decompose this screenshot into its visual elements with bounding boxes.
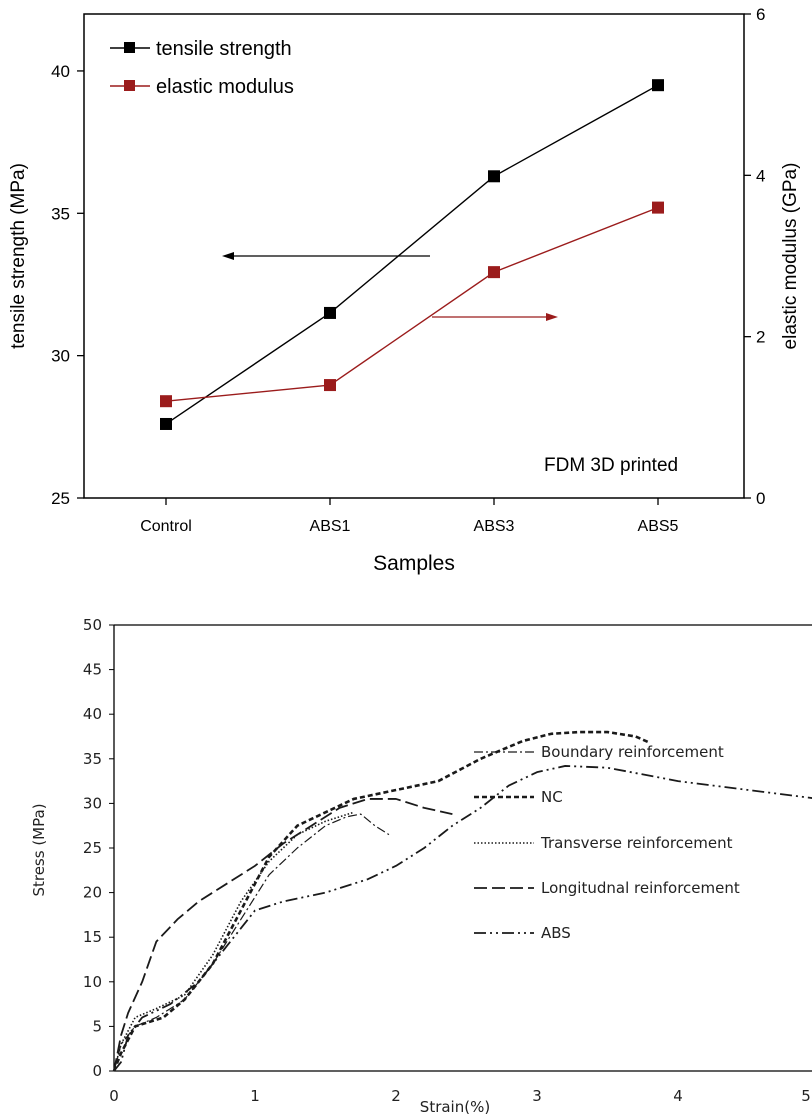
chart-annotation: FDM 3D printed bbox=[544, 455, 678, 476]
series-line-longitudnal-reinforcement bbox=[113, 798, 453, 1072]
y-tick-label-left: 25 bbox=[51, 489, 70, 508]
y-tick-label: 45 bbox=[83, 661, 102, 679]
series-line-transverse-reinforcement bbox=[113, 811, 354, 1072]
legend: tensile strength elastic modulus bbox=[110, 38, 294, 98]
x-tick-label: 5 bbox=[801, 1087, 811, 1105]
x-tick-label: 3 bbox=[532, 1087, 542, 1105]
legend-label: NC bbox=[541, 788, 563, 806]
legend-label-tensile: tensile strength bbox=[156, 38, 292, 60]
y-axis-title-left: tensile strength (MPa) bbox=[8, 163, 29, 349]
y-tick-label: 50 bbox=[83, 616, 102, 634]
y-tick-label: 25 bbox=[83, 839, 102, 857]
data-point bbox=[488, 170, 500, 183]
y-tick-label-right: 6 bbox=[756, 5, 765, 24]
y-tick-label-right: 0 bbox=[756, 489, 765, 508]
x-tick-label: 4 bbox=[673, 1087, 683, 1105]
y-tick-label: 20 bbox=[83, 884, 102, 902]
legend: Boundary reinforcement NC Transverse reinf… bbox=[474, 743, 740, 942]
y-tick-label: 40 bbox=[83, 705, 102, 723]
x-tick-label: 2 bbox=[391, 1087, 401, 1105]
x-tick-label: ABS3 bbox=[474, 518, 515, 535]
tensile-modulus-chart: Control ABS1 ABS3 ABS5 25 30 35 40 0 2 4 6 tensile … bbox=[8, 5, 801, 575]
axis-ticks: Control ABS1 ABS3 ABS5 25 30 35 40 0 2 4 6 bbox=[51, 5, 765, 535]
legend-label: Transverse reinforcement bbox=[540, 834, 733, 852]
plot-frame bbox=[83, 13, 745, 499]
data-point bbox=[488, 266, 500, 279]
y-tick-label-right: 4 bbox=[756, 166, 765, 185]
series-line-abs bbox=[113, 765, 812, 1072]
data-point bbox=[324, 379, 336, 392]
y-tick-label-left: 30 bbox=[51, 347, 70, 366]
data-point bbox=[652, 201, 664, 214]
y-tick-label: 15 bbox=[83, 928, 102, 946]
x-axis-title: Samples bbox=[373, 552, 455, 575]
y-tick-label-right: 2 bbox=[756, 328, 765, 347]
y-tick-label-left: 40 bbox=[51, 62, 70, 81]
x-tick-label: ABS5 bbox=[638, 518, 679, 535]
series-line-elastic-modulus bbox=[165, 206, 659, 402]
legend-label-modulus: elastic modulus bbox=[156, 76, 294, 98]
x-axis-title: Strain(%) bbox=[420, 1098, 490, 1116]
y-tick-label-left: 35 bbox=[51, 204, 70, 223]
x-tick-label: 1 bbox=[250, 1087, 260, 1105]
series-line-nc bbox=[112, 730, 651, 1072]
series-line-tensile-strength bbox=[165, 84, 659, 425]
data-point bbox=[160, 417, 172, 430]
y-axis-title-right: elastic modulus (GPa) bbox=[780, 163, 801, 350]
y-tick-label: 0 bbox=[92, 1062, 102, 1080]
y-tick-label: 5 bbox=[92, 1017, 102, 1035]
data-point bbox=[160, 395, 172, 408]
y-tick-label: 30 bbox=[83, 794, 102, 812]
x-tick-label: ABS1 bbox=[310, 518, 351, 535]
data-point bbox=[652, 79, 664, 92]
right-axis-arrow bbox=[432, 313, 558, 321]
y-axis-title: Stress (MPa) bbox=[30, 803, 48, 896]
left-axis-arrow bbox=[222, 252, 430, 260]
series-line-boundary-reinforcement bbox=[113, 813, 390, 1072]
y-tick-label: 10 bbox=[83, 973, 102, 991]
legend-label: Longitudnal reinforcement bbox=[541, 879, 740, 897]
data-point bbox=[324, 306, 336, 319]
x-tick-label: Control bbox=[140, 518, 192, 535]
legend-label: ABS bbox=[541, 924, 571, 942]
series-group bbox=[160, 79, 664, 430]
legend-label: Boundary reinforcement bbox=[541, 743, 724, 761]
series-group bbox=[112, 730, 812, 1072]
x-tick-label: 0 bbox=[109, 1087, 119, 1105]
y-tick-label: 35 bbox=[83, 750, 102, 768]
